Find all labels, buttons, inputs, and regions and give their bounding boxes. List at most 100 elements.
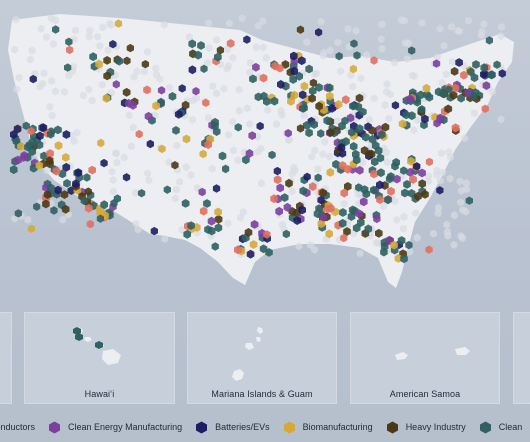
facility-marker[interactable]	[166, 83, 173, 92]
facility-marker[interactable]	[371, 157, 379, 167]
facility-marker[interactable]	[13, 85, 21, 94]
facility-marker[interactable]	[181, 100, 190, 110]
facility-marker[interactable]	[174, 109, 183, 119]
facility-marker[interactable]	[370, 94, 378, 103]
facility-marker[interactable]	[86, 26, 94, 35]
facility-marker[interactable]	[113, 158, 121, 167]
facility-marker[interactable]	[211, 242, 219, 251]
facility-marker[interactable]	[433, 119, 441, 128]
facility-marker[interactable]	[278, 111, 286, 119]
facility-marker[interactable]	[234, 245, 242, 255]
facility-marker[interactable]	[11, 214, 19, 223]
facility-marker[interactable]	[337, 143, 346, 152]
facility-marker[interactable]	[40, 151, 48, 161]
facility-marker[interactable]	[48, 111, 56, 120]
facility-marker[interactable]	[33, 202, 41, 211]
facility-marker[interactable]	[172, 185, 180, 194]
facility-marker[interactable]	[387, 186, 395, 196]
facility-marker[interactable]	[230, 146, 237, 155]
facility-marker[interactable]	[122, 173, 131, 182]
facility-marker[interactable]	[242, 155, 250, 165]
facility-marker[interactable]	[319, 213, 327, 222]
facility-marker[interactable]	[277, 80, 285, 89]
facility-marker[interactable]	[457, 93, 465, 103]
facility-marker[interactable]	[425, 245, 433, 254]
facility-marker[interactable]	[223, 64, 231, 73]
facility-marker[interactable]	[444, 104, 453, 114]
facility-marker[interactable]	[472, 60, 480, 69]
facility-marker[interactable]	[340, 199, 348, 208]
facility-marker[interactable]	[46, 129, 55, 139]
facility-marker[interactable]	[308, 86, 317, 96]
facility-marker[interactable]	[171, 161, 179, 170]
facility-marker[interactable]	[365, 115, 373, 124]
facility-marker[interactable]	[438, 78, 446, 87]
facility-marker[interactable]	[270, 194, 278, 204]
facility-marker[interactable]	[443, 220, 451, 229]
facility-marker[interactable]	[189, 96, 197, 105]
facility-marker[interactable]	[73, 128, 81, 137]
facility-marker[interactable]	[378, 130, 386, 139]
facility-marker[interactable]	[376, 180, 384, 190]
facility-marker[interactable]	[362, 132, 370, 142]
facility-marker[interactable]	[141, 60, 149, 69]
facility-marker[interactable]	[326, 91, 334, 101]
facility-marker[interactable]	[359, 158, 367, 167]
facility-marker[interactable]	[407, 156, 415, 166]
facility-marker[interactable]	[285, 178, 293, 188]
facility-marker[interactable]	[305, 64, 313, 74]
facility-marker[interactable]	[430, 229, 437, 238]
facility-marker[interactable]	[406, 167, 414, 177]
facility-marker[interactable]	[188, 39, 196, 49]
facility-marker[interactable]	[436, 186, 444, 195]
facility-marker[interactable]	[465, 16, 472, 25]
facility-marker[interactable]	[357, 218, 365, 227]
facility-marker[interactable]	[338, 218, 347, 228]
facility-marker[interactable]	[344, 24, 352, 33]
facility-marker[interactable]	[49, 40, 57, 48]
facility-marker[interactable]	[229, 53, 237, 62]
facility-marker[interactable]	[400, 166, 408, 175]
facility-marker[interactable]	[88, 165, 96, 175]
facility-marker[interactable]	[262, 53, 270, 62]
facility-marker[interactable]	[244, 228, 253, 237]
facility-marker[interactable]	[481, 104, 489, 113]
facility-marker[interactable]	[108, 167, 116, 176]
facility-marker[interactable]	[229, 117, 237, 126]
facility-marker[interactable]	[454, 26, 462, 35]
facility-marker[interactable]	[445, 85, 453, 94]
facility-marker[interactable]	[104, 46, 112, 55]
facility-marker[interactable]	[208, 164, 216, 173]
facility-marker[interactable]	[340, 233, 348, 243]
facility-marker[interactable]	[457, 198, 464, 207]
facility-marker[interactable]	[270, 96, 279, 106]
facility-marker[interactable]	[143, 47, 151, 56]
facility-marker[interactable]	[319, 51, 327, 60]
facility-marker[interactable]	[182, 134, 191, 144]
facility-marker[interactable]	[213, 35, 221, 44]
facility-marker[interactable]	[365, 149, 374, 158]
facility-marker[interactable]	[52, 87, 60, 96]
facility-marker[interactable]	[470, 92, 478, 101]
facility-marker[interactable]	[249, 240, 258, 249]
facility-marker[interactable]	[181, 199, 190, 208]
facility-markers[interactable]	[9, 14, 506, 264]
legend-item-heavy-industry[interactable]: Heavy Industry	[386, 421, 466, 434]
facility-marker[interactable]	[176, 177, 184, 186]
facility-marker[interactable]	[182, 163, 190, 172]
facility-marker[interactable]	[127, 142, 135, 151]
facility-marker[interactable]	[37, 24, 45, 33]
facility-marker[interactable]	[163, 185, 171, 194]
facility-marker[interactable]	[144, 111, 153, 121]
facility-marker[interactable]	[246, 58, 254, 67]
facility-marker[interactable]	[421, 114, 429, 124]
facility-marker[interactable]	[246, 68, 254, 77]
facility-marker[interactable]	[243, 104, 251, 113]
facility-marker[interactable]	[303, 38, 311, 47]
facility-marker[interactable]	[465, 196, 473, 205]
facility-marker[interactable]	[381, 122, 390, 132]
facility-marker[interactable]	[289, 75, 297, 84]
facility-marker[interactable]	[391, 58, 398, 67]
facility-marker[interactable]	[273, 166, 281, 176]
facility-marker[interactable]	[451, 211, 458, 220]
